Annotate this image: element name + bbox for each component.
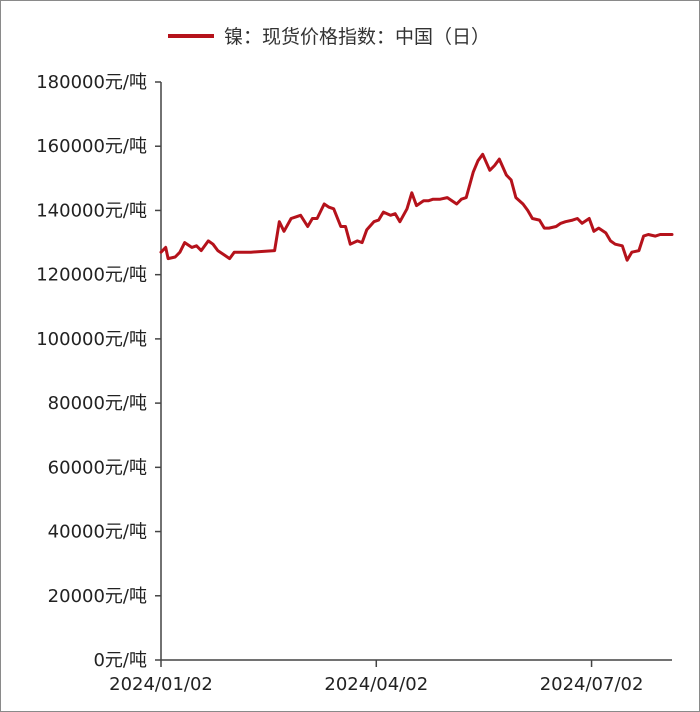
series-line [159,152,674,262]
y-tick-label: 180000元/吨 [36,72,147,93]
y-tick-label: 40000元/吨 [48,522,147,543]
x-tick-label: 2024/01/02 [109,674,213,695]
y-tick-label: 20000元/吨 [48,586,147,607]
legend-label: 镍：现货价格指数：中国（日） [224,26,491,48]
x-tick-label: 2024/07/02 [540,674,644,695]
x-tick-label: 2024/04/02 [324,674,428,695]
y-tick-label: 160000元/吨 [36,136,147,157]
legend: 镍：现货价格指数：中国（日） [168,22,490,49]
y-tick-label: 80000元/吨 [48,393,147,414]
y-tick-label: 140000元/吨 [36,200,147,221]
legend-swatch [168,33,214,38]
y-tick-label: 100000元/吨 [36,329,147,350]
y-tick-label: 0元/吨 [93,650,147,671]
y-tick-label: 60000元/吨 [48,457,147,478]
y-tick-label: 120000元/吨 [36,265,147,286]
